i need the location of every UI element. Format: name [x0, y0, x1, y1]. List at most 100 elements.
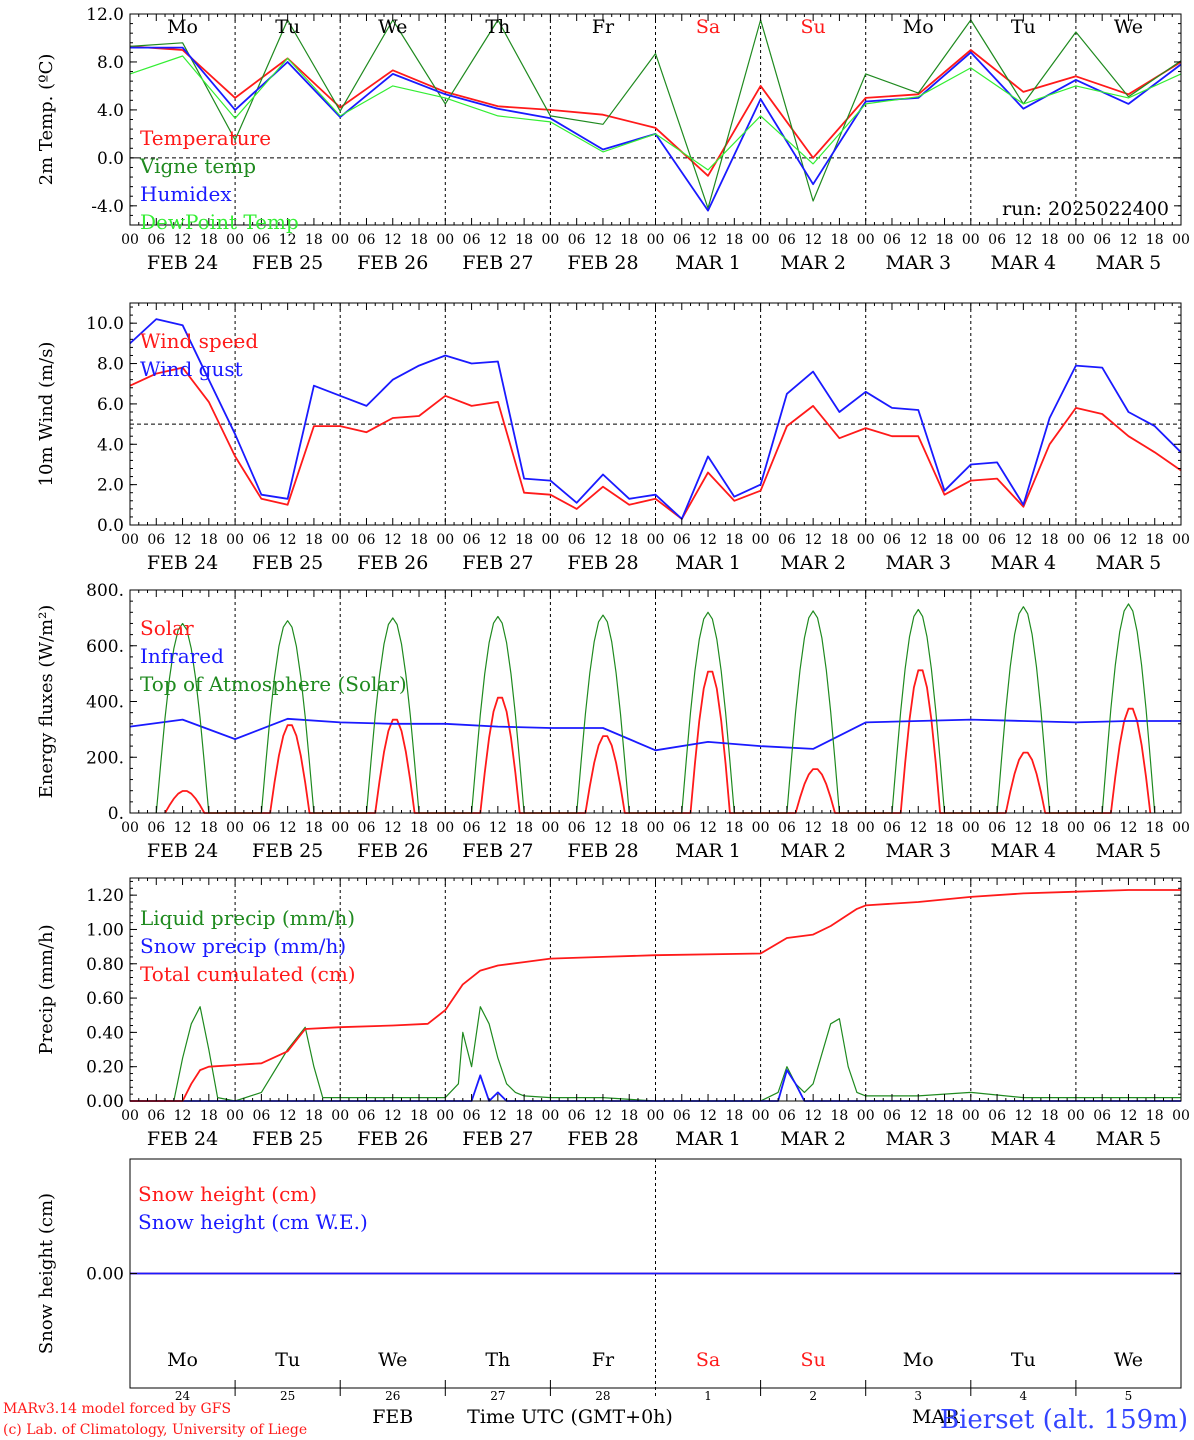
hour-label: 06	[778, 532, 796, 548]
legend-entry: DewPoint Temp	[140, 210, 299, 234]
date-label: FEB 25	[252, 252, 323, 274]
hour-label: 12	[1120, 820, 1138, 836]
hour-label: 18	[410, 232, 428, 248]
date-label: MAR 1	[675, 840, 741, 862]
y-tick-label: 0.0	[97, 149, 124, 169]
hour-label: 12	[1014, 532, 1032, 548]
weekday-label: Tu	[275, 1349, 300, 1371]
y-tick-label: 0.	[108, 804, 124, 824]
hour-label: 06	[988, 1108, 1006, 1124]
hour-label: 06	[988, 532, 1006, 548]
hour-label: 18	[200, 1108, 218, 1124]
hour-label: 18	[620, 532, 638, 548]
hour-label: 12	[384, 1108, 402, 1124]
hour-label: 12	[384, 232, 402, 248]
hour-label: 00	[436, 820, 454, 836]
hour-label: 06	[988, 820, 1006, 836]
hour-label: 18	[831, 1108, 849, 1124]
hour-label: 00	[752, 1108, 770, 1124]
site-label: Bierset (alt. 159m)	[940, 1405, 1188, 1435]
hour-label: 06	[568, 232, 586, 248]
hour-label: 00	[331, 1108, 349, 1124]
y-tick-label: 800.	[86, 581, 124, 601]
y-tick-label: 10.0	[86, 314, 124, 334]
month-label: MAR	[912, 1406, 960, 1428]
weekday-label: Sa	[696, 1349, 720, 1371]
legend-entry: Wind speed	[140, 329, 258, 353]
hour-label: 00	[121, 1108, 139, 1124]
hour-label: 00	[962, 820, 980, 836]
hour-label: 12	[174, 820, 192, 836]
y-tick-label: 0.00	[86, 1265, 124, 1285]
panel-frame	[129, 589, 1182, 814]
hour-label: 06	[1093, 532, 1111, 548]
hour-label: 06	[147, 820, 165, 836]
hour-label: 12	[1014, 1108, 1032, 1124]
hour-label: 00	[962, 532, 980, 548]
hour-label: 06	[358, 532, 376, 548]
hour-label: 18	[410, 1108, 428, 1124]
hour-label: 00	[857, 1108, 875, 1124]
hour-label: 00	[857, 820, 875, 836]
hour-label: 06	[252, 1108, 270, 1124]
hour-label: 18	[725, 232, 743, 248]
hour-label: 06	[147, 232, 165, 248]
date-label: MAR 2	[780, 1128, 846, 1150]
hour-label: 06	[568, 1108, 586, 1124]
date-label: MAR 2	[780, 840, 846, 862]
hour-label: 06	[252, 820, 270, 836]
hour-label: 12	[279, 232, 297, 248]
hour-label: 18	[515, 1108, 533, 1124]
hour-label: 18	[725, 1108, 743, 1124]
hour-label: 00	[752, 232, 770, 248]
hour-label: 12	[804, 820, 822, 836]
date-label: FEB 26	[357, 1128, 428, 1150]
hour-label: 00	[226, 232, 244, 248]
hour-label: 00	[436, 532, 454, 548]
hour-label: 12	[909, 532, 927, 548]
y-axis-label: Precip (mm/h)	[36, 924, 57, 1054]
date-label: FEB 24	[147, 552, 218, 574]
legend-entry: Total cumulated (cm)	[140, 962, 356, 986]
hour-label: 12	[804, 1108, 822, 1124]
date-label: FEB 27	[462, 552, 533, 574]
legend-entry: Vigne temp	[139, 154, 256, 178]
date-label: MAR 5	[1096, 252, 1162, 274]
hour-label: 18	[1041, 532, 1059, 548]
date-label: MAR 2	[780, 552, 846, 574]
y-tick-label: 200.	[86, 748, 124, 768]
y-tick-label: 1.20	[86, 886, 124, 906]
hour-label: 12	[699, 1108, 717, 1124]
hour-label: 00	[647, 532, 665, 548]
date-label: FEB 25	[252, 840, 323, 862]
hour-label: 06	[147, 1108, 165, 1124]
y-tick-label: 0.40	[86, 1023, 124, 1043]
hour-label: 12	[699, 820, 717, 836]
date-label: FEB 25	[252, 552, 323, 574]
hour-label: 18	[305, 532, 323, 548]
hour-label: 18	[515, 232, 533, 248]
month-label: FEB	[372, 1406, 413, 1428]
hour-label: 06	[778, 232, 796, 248]
hour-label: 00	[1067, 532, 1085, 548]
hour-label: 12	[804, 532, 822, 548]
hour-label: 06	[1093, 232, 1111, 248]
weekday-label: Th	[485, 1349, 510, 1371]
hour-label: 00	[752, 820, 770, 836]
hour-label: 00	[1172, 1108, 1190, 1124]
hour-label: 12	[909, 232, 927, 248]
date-label: MAR 3	[885, 840, 951, 862]
frame-layer	[129, 13, 1182, 1389]
legend-entry: Liquid precip (mm/h)	[140, 906, 355, 930]
hour-label: 18	[305, 820, 323, 836]
hour-label: 06	[463, 232, 481, 248]
hour-label: 12	[174, 1108, 192, 1124]
date-label: FEB 28	[567, 840, 638, 862]
hour-label: 18	[620, 232, 638, 248]
hour-label: 06	[673, 1108, 691, 1124]
legend-entry: Humidex	[140, 182, 232, 206]
legend-entry: Snow precip (mm/h)	[140, 934, 346, 958]
weekday-label: Mo	[167, 1349, 198, 1371]
hour-label: 18	[1146, 820, 1164, 836]
legend-entry: Top of Atmosphere (Solar)	[140, 672, 407, 696]
